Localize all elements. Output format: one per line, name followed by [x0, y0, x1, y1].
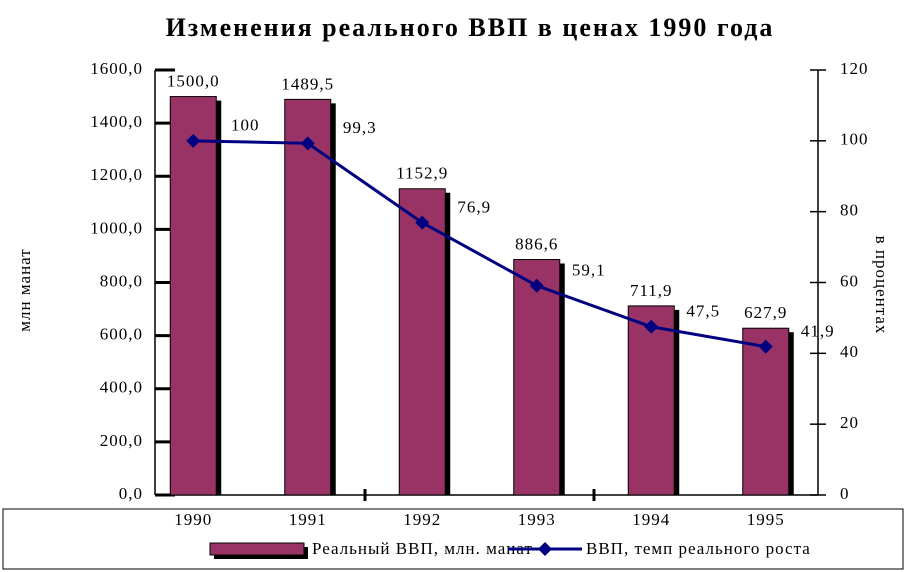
bar [513, 258, 561, 496]
chart-title: Изменения реального ВВП в ценах 1990 год… [166, 13, 775, 42]
line-value-label: 47,5 [686, 302, 720, 321]
y2-tick-label: 100 [840, 130, 869, 149]
y-tick-label: 800,0 [100, 271, 143, 290]
bar [742, 327, 790, 496]
x-tick-label: 1994 [632, 510, 670, 529]
y-axis-label: млн манат [15, 248, 34, 331]
y-tick-label: 1400,0 [90, 112, 143, 131]
bar-value-label: 711,9 [630, 281, 673, 300]
y2-tick-label: 0 [840, 484, 850, 503]
line-value-label: 76,9 [457, 198, 491, 217]
y2-tick-label: 40 [840, 342, 859, 361]
y2-tick-label: 20 [840, 413, 859, 432]
line-value-label: 59,1 [572, 261, 606, 280]
y2-tick-label: 80 [840, 201, 859, 220]
x-tick-label: 1995 [747, 510, 785, 529]
y-tick-label: 0,0 [119, 484, 143, 503]
bar-value-label: 1500,0 [167, 71, 220, 90]
y2-axis-label: в процентах [872, 236, 891, 335]
line-marker [186, 133, 201, 148]
bar [627, 305, 675, 496]
line-marker [300, 136, 315, 151]
y-tick-label: 200,0 [100, 431, 143, 450]
bar [398, 188, 446, 496]
bar [169, 96, 217, 496]
line-marker [529, 278, 544, 293]
line [193, 139, 767, 349]
line-marker [644, 319, 659, 334]
bar-value-label: 886,6 [515, 234, 558, 253]
bar-value-label: 1489,5 [281, 74, 334, 93]
legend-box [2, 508, 904, 570]
legend-label: Реальный ВВП, млн. манат [312, 539, 533, 558]
legend-swatch [209, 542, 305, 556]
x-tick-label: 1993 [518, 510, 556, 529]
legend-marker [538, 542, 552, 556]
y-tick-label: 400,0 [100, 378, 143, 397]
y2-tick-label: 60 [840, 271, 859, 290]
x-tick-label: 1992 [403, 510, 441, 529]
bar-value-label: 1152,9 [396, 164, 448, 183]
y-tick-label: 1600,0 [90, 59, 143, 78]
y-tick-label: 1200,0 [90, 165, 143, 184]
y-tick-label: 1000,0 [90, 218, 143, 237]
bar [284, 98, 332, 496]
y-tick-label: 600,0 [100, 325, 143, 344]
line-value-label: 100 [231, 116, 260, 135]
line-marker [415, 215, 430, 230]
line-value-label: 41,9 [801, 322, 835, 341]
line-marker [758, 339, 773, 354]
y2-tick-label: 120 [840, 59, 869, 78]
bar-value-label: 627,9 [744, 303, 787, 322]
x-tick-label: 1990 [174, 510, 212, 529]
x-tick-label: 1991 [289, 510, 327, 529]
line-value-label: 99,3 [343, 118, 377, 137]
legend-label: ВВП, темп реального роста [586, 539, 811, 558]
